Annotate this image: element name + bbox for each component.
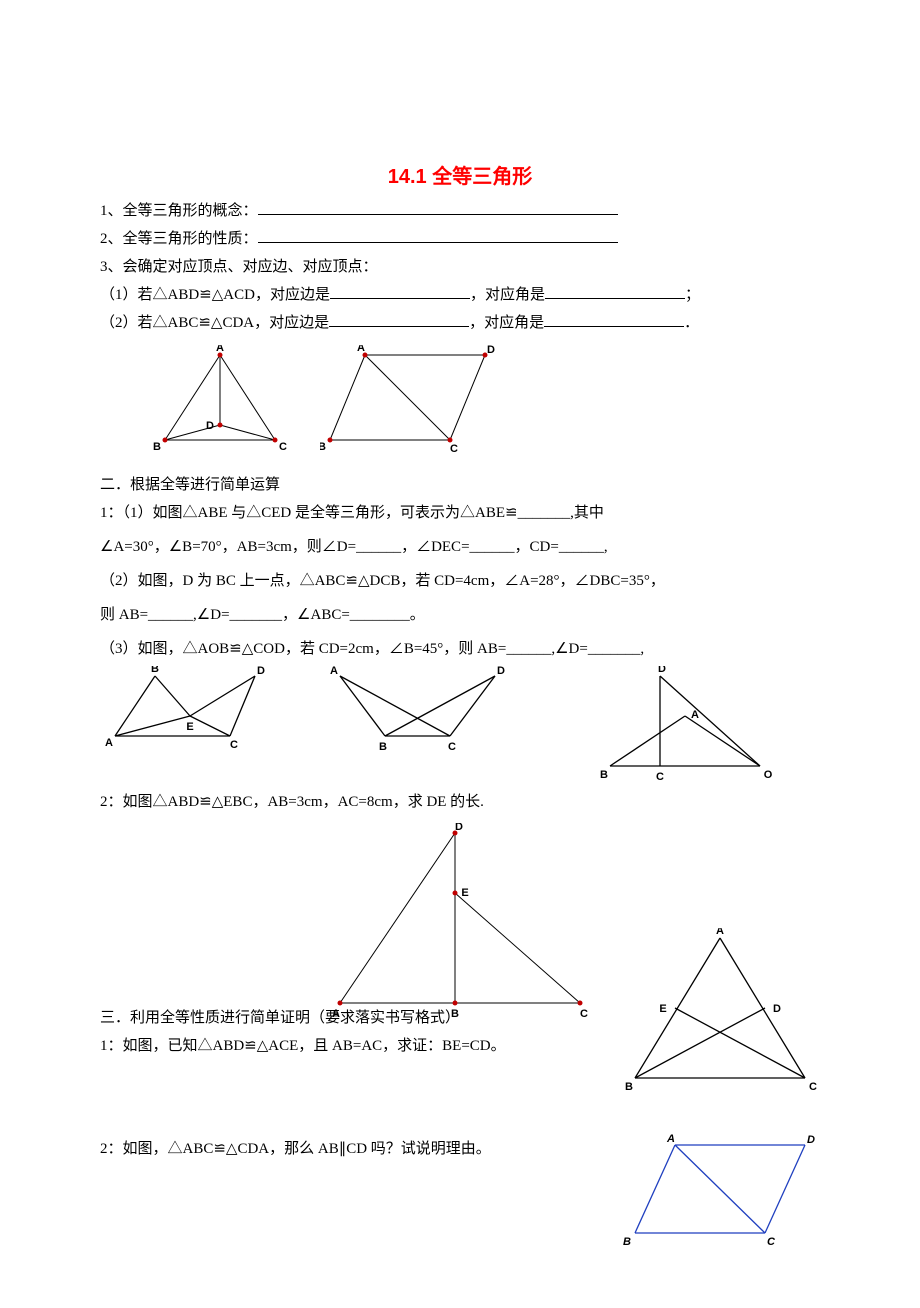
svg-text:D: D (658, 666, 666, 675)
svg-text:C: C (448, 741, 456, 751)
svg-text:A: A (691, 709, 699, 721)
svg-text:E: E (461, 887, 468, 899)
figure-shared-base: A D B C (300, 666, 510, 751)
svg-text:D: D (807, 1134, 815, 1146)
svg-text:O: O (764, 769, 773, 781)
figure-parallelogram-blue: A D B C (620, 1133, 820, 1248)
svg-text:C: C (656, 771, 664, 781)
svg-text:A: A (105, 737, 113, 749)
q3-1: 1：如图，已知△ABD≌△ACE，且 AB=AC，求证：BE=CD。 (100, 1034, 620, 1058)
svg-text:A: A (357, 345, 365, 354)
q2-2b: 则 AB=______,∠D=_______，∠ABC=________。 (100, 603, 820, 627)
section-3-head: 三．利用全等性质进行简单证明（要求落实书写格式） (100, 1006, 620, 1030)
svg-text:B: B (320, 441, 326, 453)
svg-text:B: B (625, 1081, 633, 1093)
svg-text:C: C (230, 739, 238, 751)
figure-abc-cda: A D B C (320, 345, 500, 455)
svg-text:A: A (216, 345, 224, 354)
svg-text:B: B (151, 666, 159, 675)
text: ，对应角是 (470, 287, 545, 303)
q2-1-2: ∠A=30°，∠B=70°，AB=3cm，则∠D=______，∠DEC=___… (100, 535, 820, 559)
svg-text:C: C (450, 443, 458, 455)
text: （1）若△ABD≌△ACD，对应边是 (100, 287, 330, 303)
blank (258, 199, 618, 215)
page-title: 14.1 全等三角形 (100, 160, 820, 189)
svg-text:D: D (257, 666, 265, 677)
svg-text:D: D (206, 420, 214, 432)
svg-text:A: A (666, 1133, 675, 1145)
concept-line-1: 1、全等三角形的概念： (100, 199, 820, 223)
blank (329, 311, 469, 327)
svg-text:D: D (497, 666, 505, 677)
svg-text:B: B (623, 1236, 631, 1248)
svg-text:D: D (487, 345, 495, 356)
text: ； (685, 287, 700, 303)
text: 2、全等三角形的性质： (100, 231, 258, 247)
svg-text:D: D (773, 1003, 781, 1015)
q2-2: （2）如图，D 为 BC 上一点，△ABC≌△DCB，若 CD=4cm，∠A=2… (100, 569, 820, 593)
text: ． (684, 315, 699, 331)
q2-3: （3）如图，△AOB≌△COD，若 CD=2cm，∠B=45°，则 AB=___… (100, 637, 820, 661)
subq-1: （1）若△ABD≌△ACD，对应边是 ，对应角是 ； (100, 283, 820, 307)
figure-abd-ace: A E D B C (620, 928, 820, 1093)
svg-text:A: A (716, 928, 724, 937)
concept-line-2: 2、全等三角形的性质： (100, 227, 820, 251)
blank (545, 283, 685, 299)
blank (544, 311, 684, 327)
svg-text:B: B (153, 441, 161, 453)
svg-text:C: C (279, 441, 287, 453)
figure-abd-acd: A B C D (150, 345, 290, 455)
q3-2: 2：如图，△ABC≌△CDA，那么 AB∥CD 吗？试说明理由。 (100, 1137, 620, 1161)
text: （2）若△ABC≌△CDA，对应边是 (100, 315, 329, 331)
subq-2: （2）若△ABC≌△CDA，对应边是 ，对应角是 ． (100, 311, 820, 335)
concept-line-3: 3、会确定对应顶点、对应边、对应顶点： (100, 255, 820, 279)
figure-aob-cod: D A B C O (590, 666, 775, 781)
figure-bowtie: B D A C E (100, 666, 270, 751)
svg-text:A: A (330, 666, 338, 677)
svg-text:B: B (379, 741, 387, 751)
svg-text:E: E (186, 721, 193, 733)
blank (330, 283, 470, 299)
svg-text:B: B (600, 769, 608, 781)
section-2-head: 二．根据全等进行简单运算 (100, 473, 820, 497)
svg-text:E: E (659, 1003, 666, 1015)
svg-text:D: D (455, 823, 463, 833)
q2-1-1: 1：（1）如图△ABE 与△CED 是全等三角形，可表示为△ABE≌______… (100, 501, 820, 525)
blank (258, 227, 618, 243)
svg-text:C: C (809, 1081, 817, 1093)
svg-text:C: C (767, 1236, 776, 1248)
q2-4: 2：如图△ABD≌△EBC，AB=3cm，AC=8cm，求 DE 的长. (100, 790, 820, 814)
text: 1、全等三角形的概念： (100, 203, 258, 219)
text: ，对应角是 (469, 315, 544, 331)
